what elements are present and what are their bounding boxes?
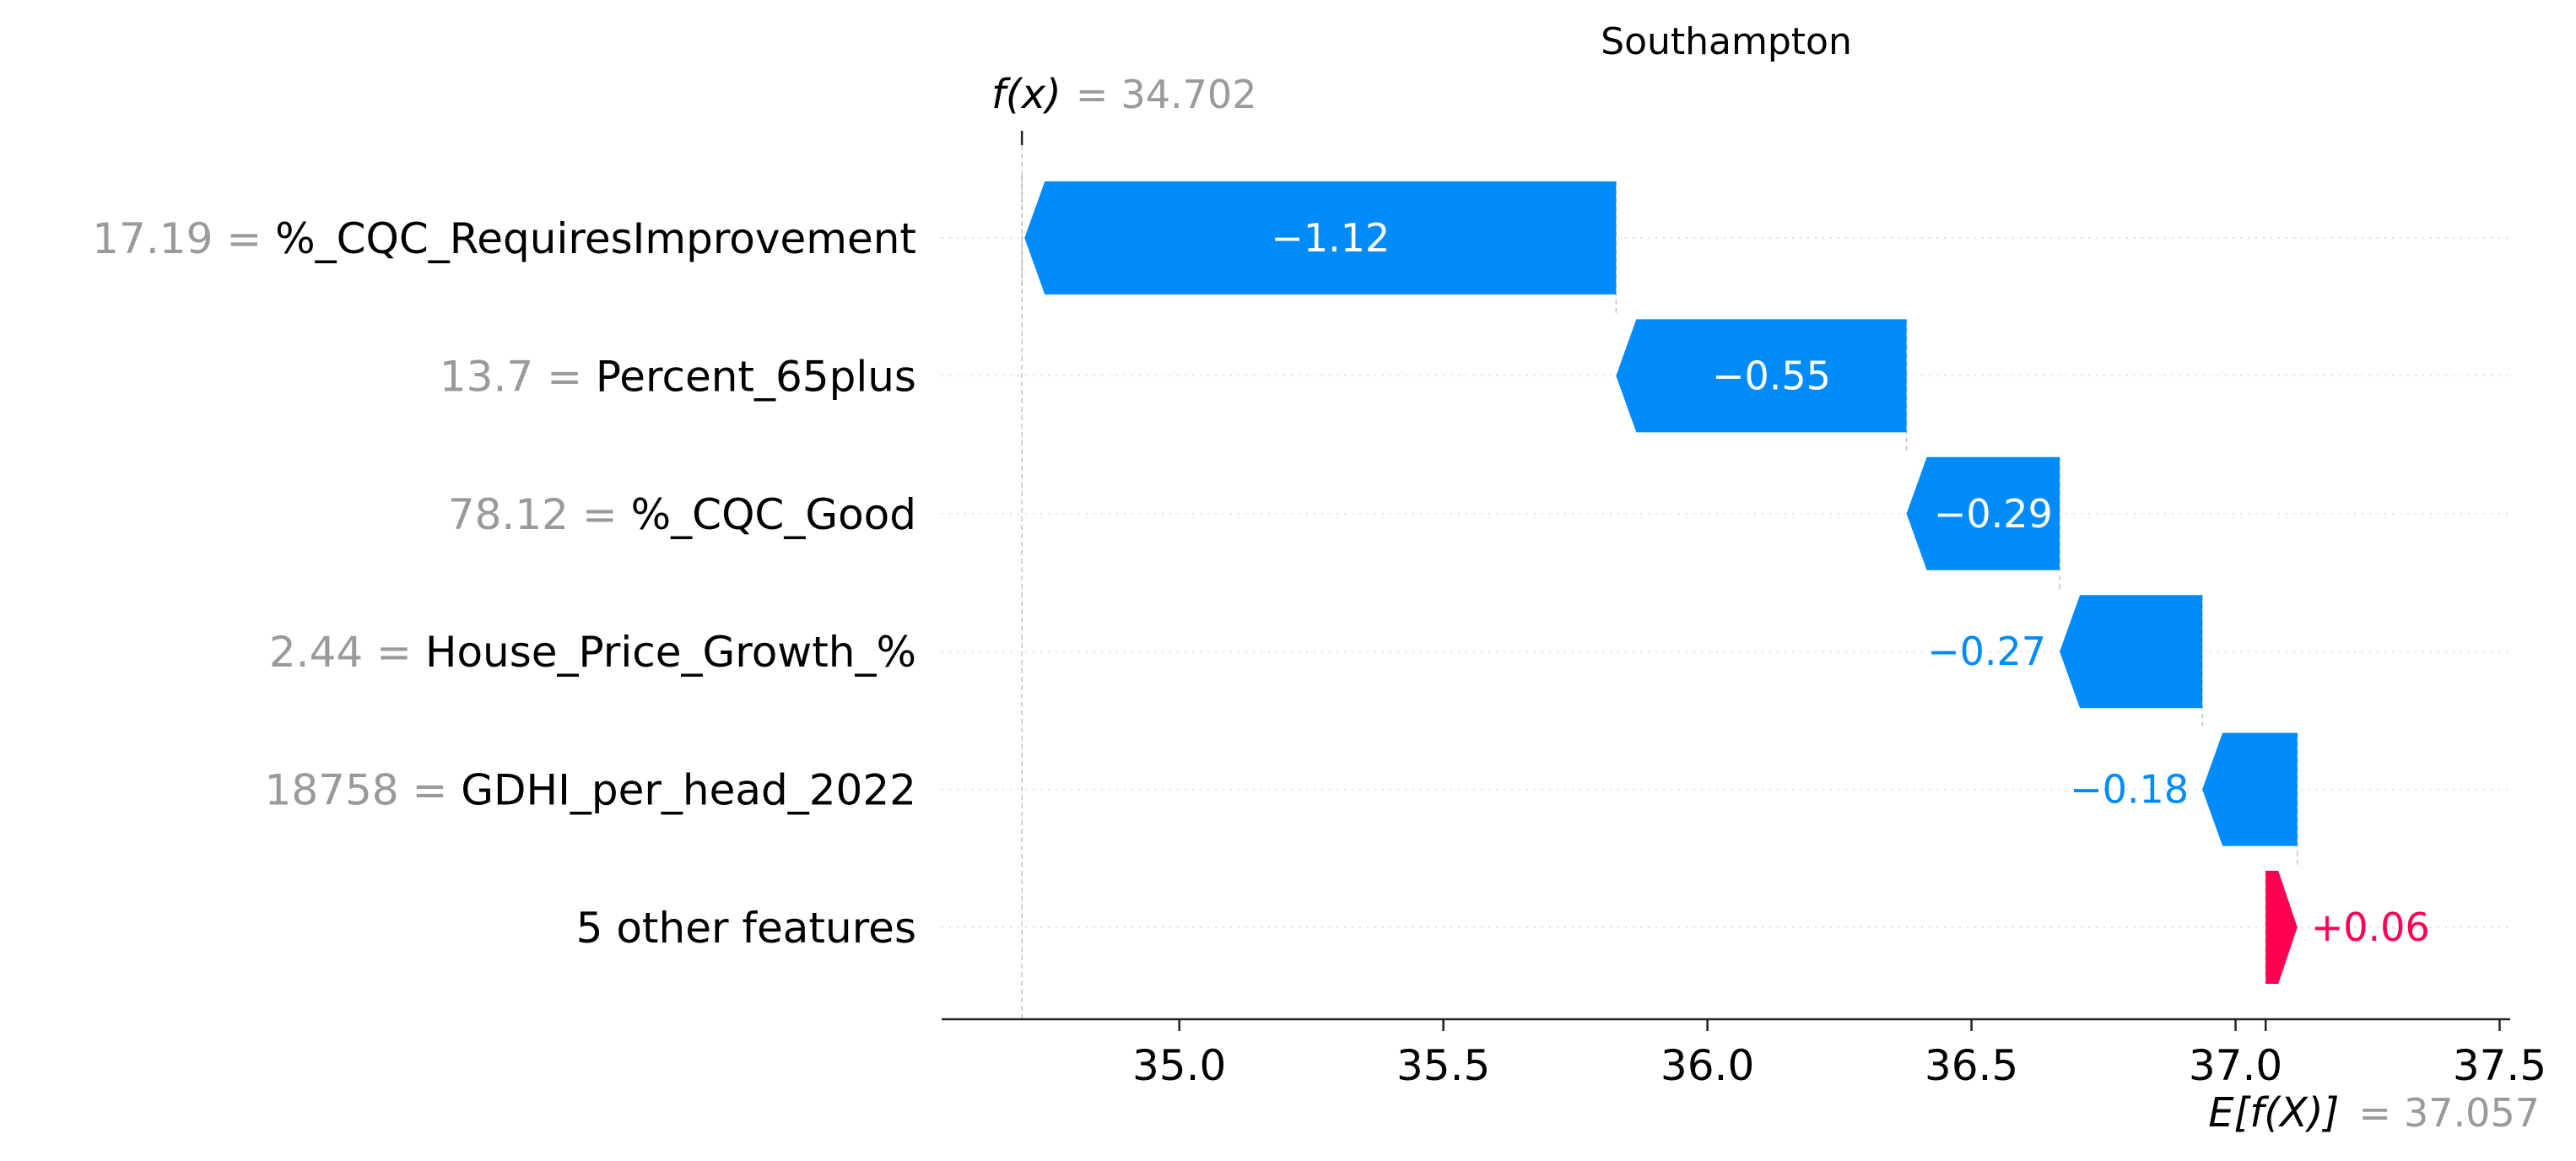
fx-annotation: f(x) = 34.702 (991, 71, 1256, 118)
contribution-bar (2060, 595, 2203, 709)
x-tick-label: 36.5 (1925, 1041, 2018, 1090)
feature-label: 5 other features (576, 904, 916, 953)
x-tick-label: 37.0 (2189, 1041, 2282, 1090)
feature-label: 17.19 = %_CQC_RequiresImprovement (92, 214, 916, 263)
contribution-label: −0.29 (1934, 491, 2053, 537)
contribution-bar (1024, 181, 1617, 294)
feature-label: 2.44 = House_Price_Growth_% (269, 628, 916, 677)
feature-name: %_CQC_RequiresImprovement (275, 214, 916, 263)
feature-equals: = (363, 628, 425, 677)
feature-equals: = (399, 766, 462, 815)
feature-name: %_CQC_Good (631, 490, 916, 539)
fx-value: 34.702 (1121, 72, 1257, 117)
feature-label: 78.12 = %_CQC_Good (448, 490, 916, 539)
contribution-bar (2202, 732, 2298, 846)
feature-name: House_Price_Growth_% (425, 628, 916, 677)
base-annotation: E[f(X)] = 37.057 (2208, 1089, 2540, 1137)
chart-title: Southampton (1601, 20, 1852, 63)
feature-value: 18758 (265, 766, 399, 815)
contribution-label: −0.27 (1927, 629, 2046, 674)
feature-label: 13.7 = Percent_65plus (440, 352, 916, 401)
x-axis: 35.0 35.5 36.0 36.5 37.0 37.5 (942, 1018, 2546, 1090)
contribution-bar (2265, 871, 2298, 984)
contribution-bar (1906, 456, 2060, 570)
contribution-bar (1616, 319, 1907, 433)
contribution-label: −0.18 (2070, 767, 2189, 813)
feature-equals: = (533, 352, 596, 401)
feature-value: 17.19 (92, 214, 213, 263)
feature-equals: = (569, 490, 631, 539)
contribution-label: −1.12 (1271, 215, 1390, 261)
x-tick-label: 35.0 (1132, 1041, 1226, 1090)
feature-value: 2.44 (269, 628, 363, 677)
feature-name: 5 other features (576, 904, 916, 953)
svg-text:E[f(X)] = 37.057: E[f(X)] = 37.057 (2208, 1089, 2540, 1137)
feature-labels: 17.19 = %_CQC_RequiresImprovement 13.7 = … (92, 214, 916, 953)
feature-equals: = (213, 214, 275, 263)
x-tick-label: 37.5 (2453, 1041, 2546, 1090)
contribution-labels: −1.12 −0.55 −0.29 −0.27 −0.18 +0.06 (1271, 215, 2429, 950)
feature-value: 13.7 (440, 352, 533, 401)
base-value: 37.057 (2404, 1090, 2540, 1136)
feature-name: Percent_65plus (596, 352, 916, 401)
feature-value: 78.12 (448, 490, 569, 539)
feature-label: 18758 = GDHI_per_head_2022 (265, 766, 916, 815)
contribution-bars (1024, 181, 2298, 984)
base-label: E[f(X)] (2208, 1089, 2339, 1137)
feature-name: GDHI_per_head_2022 (461, 766, 916, 815)
svg-text:f(x) = 34.702: f(x) = 34.702 (991, 71, 1256, 118)
x-tick-label: 35.5 (1396, 1041, 1490, 1090)
x-tick-label: 36.0 (1661, 1041, 1754, 1090)
fx-equals: = (1076, 72, 1109, 117)
base-equals: = (2358, 1090, 2391, 1136)
contribution-label: −0.55 (1712, 353, 1831, 398)
fx-label: f(x) (991, 71, 1061, 118)
contribution-label: +0.06 (2311, 904, 2430, 950)
